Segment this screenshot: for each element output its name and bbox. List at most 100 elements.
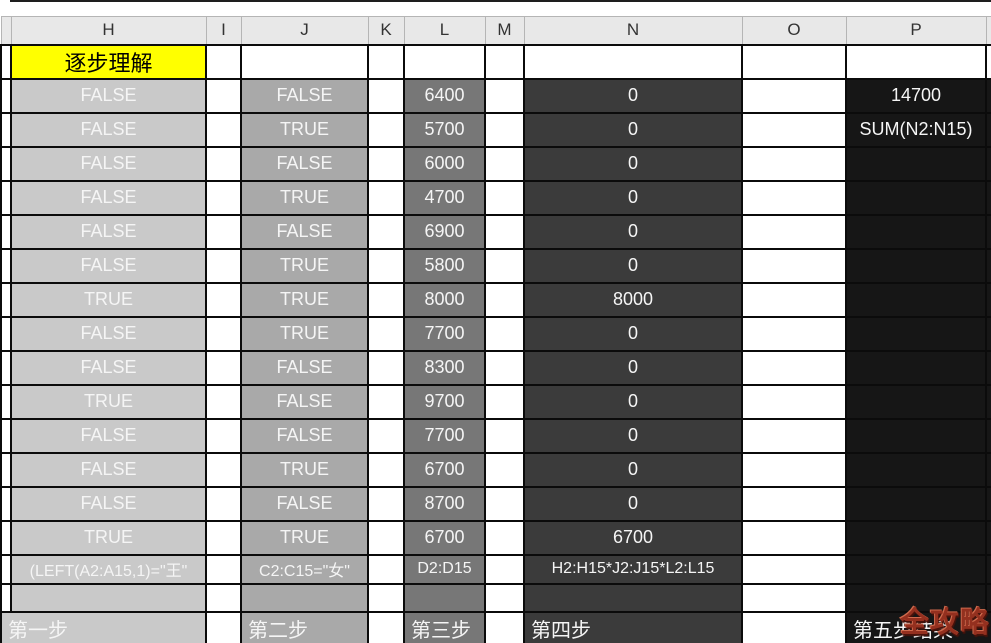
cell-P8[interactable]	[845, 281, 987, 318]
cell-G4[interactable]	[0, 145, 12, 182]
cell-N15[interactable]: 6700	[523, 519, 743, 556]
cell-L1[interactable]	[403, 43, 486, 80]
cell-P17[interactable]	[845, 582, 987, 613]
cell-G14[interactable]	[0, 485, 12, 522]
cell-Q14[interactable]	[985, 485, 991, 522]
cell-H16[interactable]: (LEFT(A2:A15,1)="王"	[10, 553, 207, 585]
cell-M13[interactable]	[484, 451, 525, 488]
cell-G3[interactable]	[0, 111, 12, 148]
cell-H4[interactable]: FALSE	[10, 145, 207, 182]
cell-M3[interactable]	[484, 111, 525, 148]
cell-P14[interactable]	[845, 485, 987, 522]
cell-J12[interactable]: FALSE	[240, 417, 369, 454]
cell-J18[interactable]: 第二步	[240, 610, 369, 643]
cell-P5[interactable]	[845, 179, 987, 216]
cell-I7[interactable]	[205, 247, 242, 284]
cell-N4[interactable]: 0	[523, 145, 743, 182]
cell-K7[interactable]	[367, 247, 405, 284]
cell-J16[interactable]: C2:C15="女"	[240, 553, 369, 585]
cell-O1[interactable]	[741, 43, 847, 80]
cell-K2[interactable]	[367, 77, 405, 114]
column-header-I[interactable]: I	[205, 16, 242, 45]
cell-Q9[interactable]	[985, 315, 991, 352]
cell-M4[interactable]	[484, 145, 525, 182]
cell-J3[interactable]: TRUE	[240, 111, 369, 148]
cell-M9[interactable]	[484, 315, 525, 352]
cell-M12[interactable]	[484, 417, 525, 454]
cell-P3[interactable]: SUM(N2:N15)	[845, 111, 987, 148]
cell-I16[interactable]	[205, 553, 242, 585]
cell-J7[interactable]: TRUE	[240, 247, 369, 284]
cell-N9[interactable]: 0	[523, 315, 743, 352]
cell-Q8[interactable]	[985, 281, 991, 318]
cell-P6[interactable]	[845, 213, 987, 250]
cell-Q1[interactable]	[985, 43, 991, 80]
cell-L13[interactable]: 6700	[403, 451, 486, 488]
cell-Q10[interactable]	[985, 349, 991, 386]
cell-N7[interactable]: 0	[523, 247, 743, 284]
cell-K11[interactable]	[367, 383, 405, 420]
cell-Q5[interactable]	[985, 179, 991, 216]
cell-M14[interactable]	[484, 485, 525, 522]
cell-H18[interactable]: 第一步	[0, 610, 207, 643]
cell-K6[interactable]	[367, 213, 405, 250]
cell-J15[interactable]: TRUE	[240, 519, 369, 556]
cell-O13[interactable]	[741, 451, 847, 488]
cell-K3[interactable]	[367, 111, 405, 148]
cell-M17[interactable]	[484, 582, 525, 613]
cell-K13[interactable]	[367, 451, 405, 488]
cell-M7[interactable]	[484, 247, 525, 284]
cell-N5[interactable]: 0	[523, 179, 743, 216]
cell-M11[interactable]	[484, 383, 525, 420]
cell-L5[interactable]: 4700	[403, 179, 486, 216]
column-header-K[interactable]: K	[367, 16, 405, 45]
cell-K16[interactable]	[367, 553, 405, 585]
cell-M1[interactable]	[484, 43, 525, 80]
cell-H12[interactable]: FALSE	[10, 417, 207, 454]
cell-N6[interactable]: 0	[523, 213, 743, 250]
column-header-N[interactable]: N	[523, 16, 743, 45]
cell-M10[interactable]	[484, 349, 525, 386]
cell-I6[interactable]	[205, 213, 242, 250]
cell-J8[interactable]: TRUE	[240, 281, 369, 318]
cell-P10[interactable]	[845, 349, 987, 386]
cell-K1[interactable]	[367, 43, 405, 80]
column-header-L[interactable]: L	[403, 16, 486, 45]
cell-H9[interactable]: FALSE	[10, 315, 207, 352]
cell-H3[interactable]: FALSE	[10, 111, 207, 148]
cell-Q3[interactable]	[985, 111, 991, 148]
cell-K12[interactable]	[367, 417, 405, 454]
cell-I18[interactable]	[205, 610, 242, 643]
cell-G5[interactable]	[0, 179, 12, 216]
cell-L8[interactable]: 8000	[403, 281, 486, 318]
cell-N2[interactable]: 0	[523, 77, 743, 114]
cell-G16[interactable]	[0, 553, 12, 585]
cell-G9[interactable]	[0, 315, 12, 352]
cell-L17[interactable]	[403, 582, 486, 613]
cell-O10[interactable]	[741, 349, 847, 386]
cell-Q11[interactable]	[985, 383, 991, 420]
cell-I10[interactable]	[205, 349, 242, 386]
cell-J6[interactable]: FALSE	[240, 213, 369, 250]
cell-L4[interactable]: 6000	[403, 145, 486, 182]
cell-G13[interactable]	[0, 451, 12, 488]
cell-G17[interactable]	[0, 582, 12, 613]
cell-P16[interactable]	[845, 553, 987, 585]
cell-K4[interactable]	[367, 145, 405, 182]
cell-O6[interactable]	[741, 213, 847, 250]
cell-M2[interactable]	[484, 77, 525, 114]
cell-P9[interactable]	[845, 315, 987, 352]
cell-P12[interactable]	[845, 417, 987, 454]
cell-G8[interactable]	[0, 281, 12, 318]
cell-I14[interactable]	[205, 485, 242, 522]
cell-P2[interactable]: 14700	[845, 77, 987, 114]
cell-I8[interactable]	[205, 281, 242, 318]
cell-M8[interactable]	[484, 281, 525, 318]
cell-O17[interactable]	[741, 582, 847, 613]
cell-I5[interactable]	[205, 179, 242, 216]
cell-I9[interactable]	[205, 315, 242, 352]
cell-K17[interactable]	[367, 582, 405, 613]
cell-J9[interactable]: TRUE	[240, 315, 369, 352]
cell-L10[interactable]: 8300	[403, 349, 486, 386]
cell-L2[interactable]: 6400	[403, 77, 486, 114]
